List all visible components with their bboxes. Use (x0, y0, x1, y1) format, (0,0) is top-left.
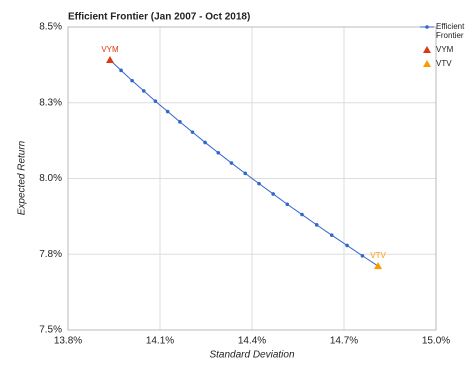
legend-swatch (420, 25, 434, 29)
x-tick-label: 14.4% (238, 336, 266, 347)
y-axis-title: Expected Return (17, 140, 28, 215)
legend-label: VYM (436, 45, 454, 54)
point (119, 68, 123, 73)
y-tick-label: 8.3% (39, 97, 62, 108)
point (141, 89, 146, 93)
point (300, 212, 304, 217)
point (257, 181, 261, 186)
plot-border (67, 26, 437, 331)
point (314, 223, 319, 227)
point (165, 109, 170, 114)
x-tick-label: 14.1% (146, 336, 174, 347)
x-tick-label: 15.0% (422, 336, 450, 347)
point (243, 171, 248, 176)
x-axis-title: Standard Deviation (209, 350, 294, 361)
point (216, 150, 221, 155)
point (229, 161, 234, 165)
point-label: VYM (101, 45, 119, 54)
x-tick-label: 14.7% (330, 336, 358, 347)
point (106, 56, 115, 64)
legend-item: VTV (420, 59, 474, 68)
legend-label: Efficient Frontier (436, 22, 465, 40)
legend-marker (423, 46, 431, 53)
y-tick-label: 7.5% (39, 325, 62, 336)
series-line (109, 59, 379, 267)
point-label: VTV (370, 251, 386, 260)
y-tick-label: 7.8% (39, 249, 62, 260)
point (130, 78, 134, 83)
legend-marker (425, 25, 429, 29)
point (374, 262, 383, 270)
chart-title: Efficient Frontier (Jan 2007 - Oct 2018) (68, 12, 250, 23)
point (178, 120, 182, 124)
y-tick-label: 8.0% (39, 173, 62, 184)
legend-swatch (423, 60, 431, 67)
legend-swatch (423, 46, 431, 53)
point (329, 233, 334, 237)
point (203, 140, 207, 145)
legend-item: Efficient Frontier (420, 22, 474, 40)
point (285, 202, 290, 207)
point (153, 99, 158, 104)
point (345, 243, 349, 248)
point (271, 192, 275, 196)
legend-marker (423, 60, 431, 67)
legend-item: VYM (420, 45, 474, 54)
y-tick-label: 8.5% (39, 22, 62, 33)
point (190, 130, 195, 134)
legend: Efficient Frontier VYM VTV (420, 22, 474, 73)
point (360, 253, 365, 258)
legend-label: VTV (436, 59, 452, 68)
x-tick-label: 13.8% (54, 336, 82, 347)
